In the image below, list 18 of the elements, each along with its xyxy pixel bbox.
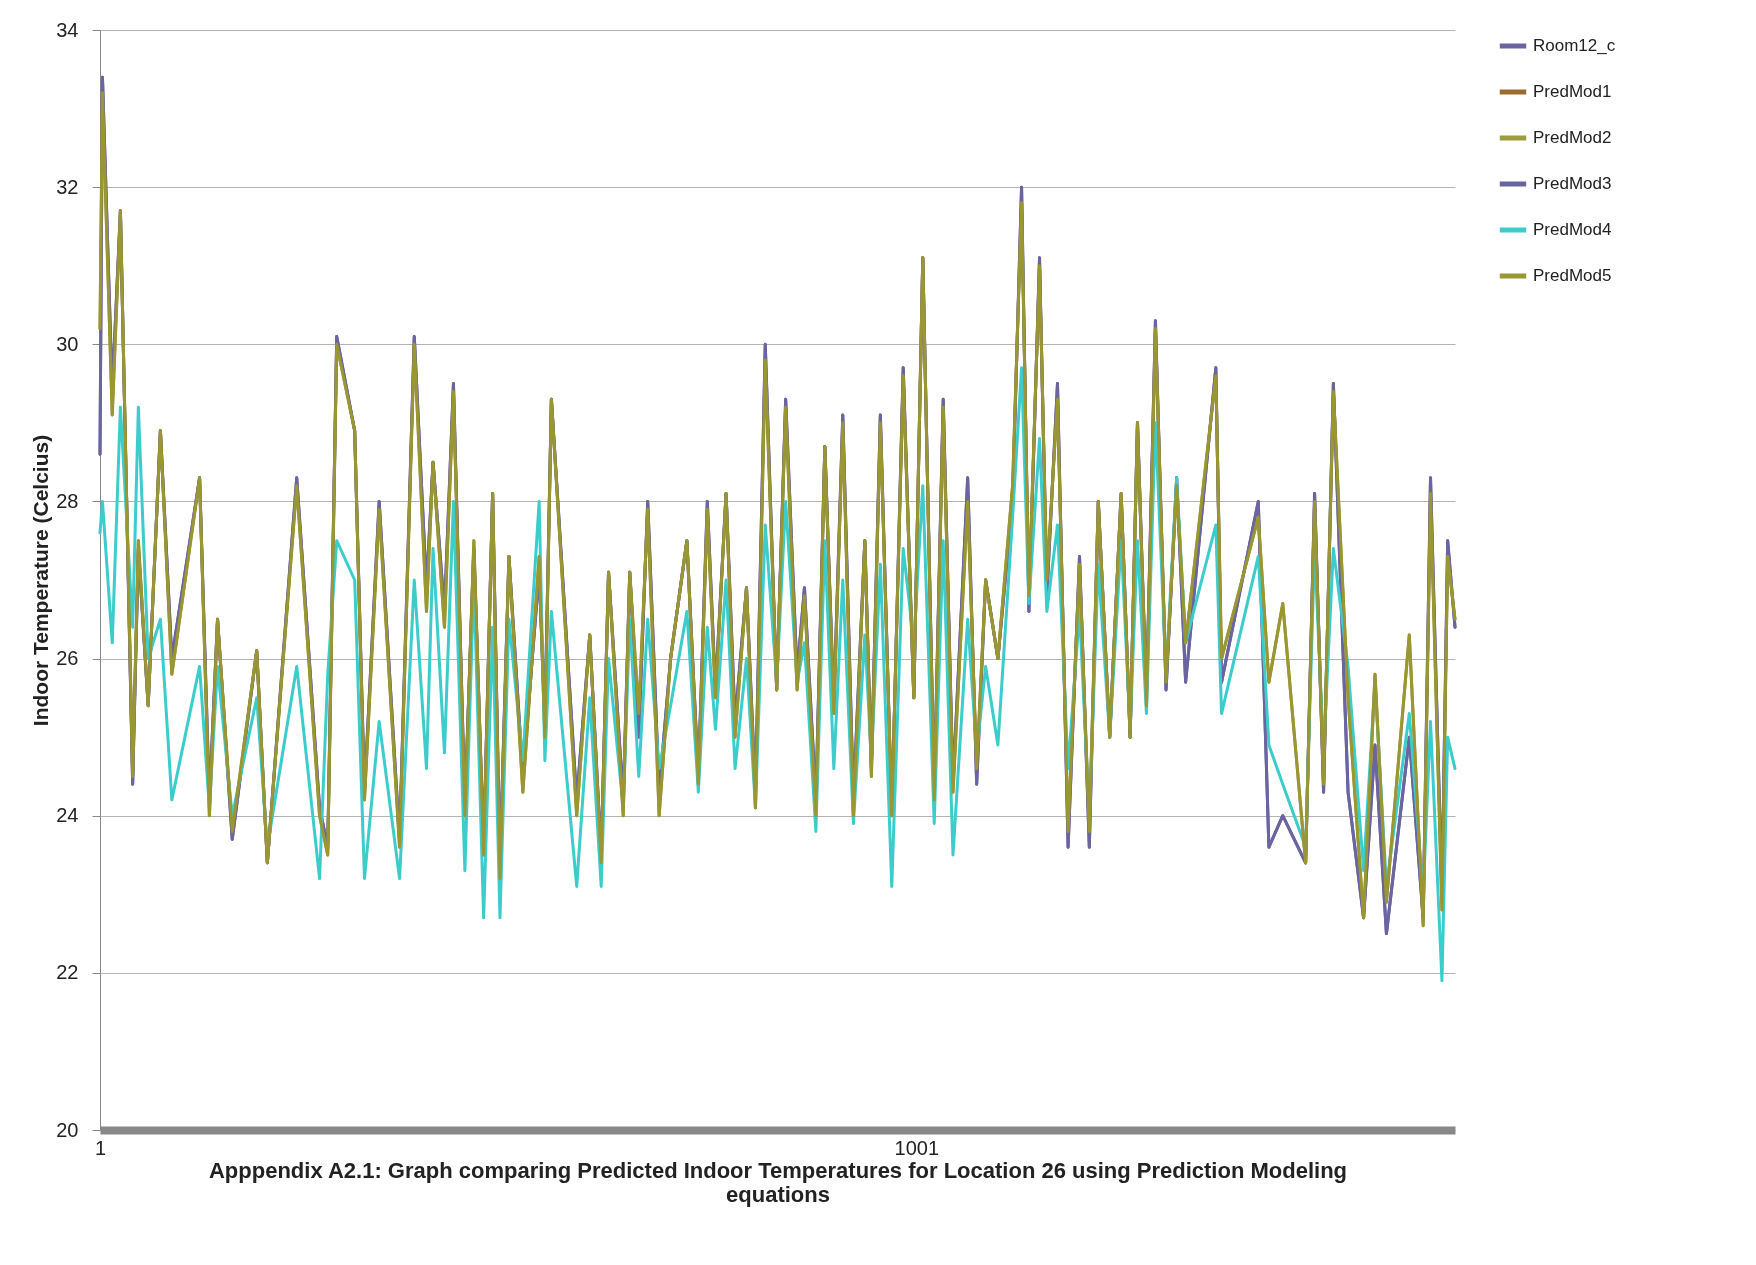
y-tick-label: 32	[56, 175, 79, 198]
y-tick-label: 28	[56, 489, 79, 512]
y-axis-title: Indoor Temperature (Celcius)	[29, 434, 53, 727]
legend-label: PredMod2	[1533, 128, 1612, 147]
legend-label: PredMod4	[1533, 220, 1612, 239]
y-tick-label: 30	[56, 332, 79, 355]
y-tick-label: 22	[56, 961, 79, 984]
y-tick-label: 24	[56, 804, 79, 827]
y-tick-label: 34	[56, 18, 79, 41]
y-tick-label: 26	[56, 647, 79, 670]
legend-label: PredMod5	[1533, 266, 1612, 285]
x-axis-title: Apppendix A2.1: Graph comparing Predicted Indoor Temperatures for Location 26 using Prediction Modeling equations	[208, 1157, 1348, 1207]
y-tick-label: 20	[56, 1118, 79, 1141]
legend-label: PredMod1	[1533, 82, 1612, 101]
legend-label: PredMod3	[1533, 174, 1612, 193]
x-tick-label: 1	[94, 1136, 107, 1159]
x-tick-label: 1001	[894, 1136, 940, 1159]
legend-label: Room12_c	[1533, 36, 1616, 55]
